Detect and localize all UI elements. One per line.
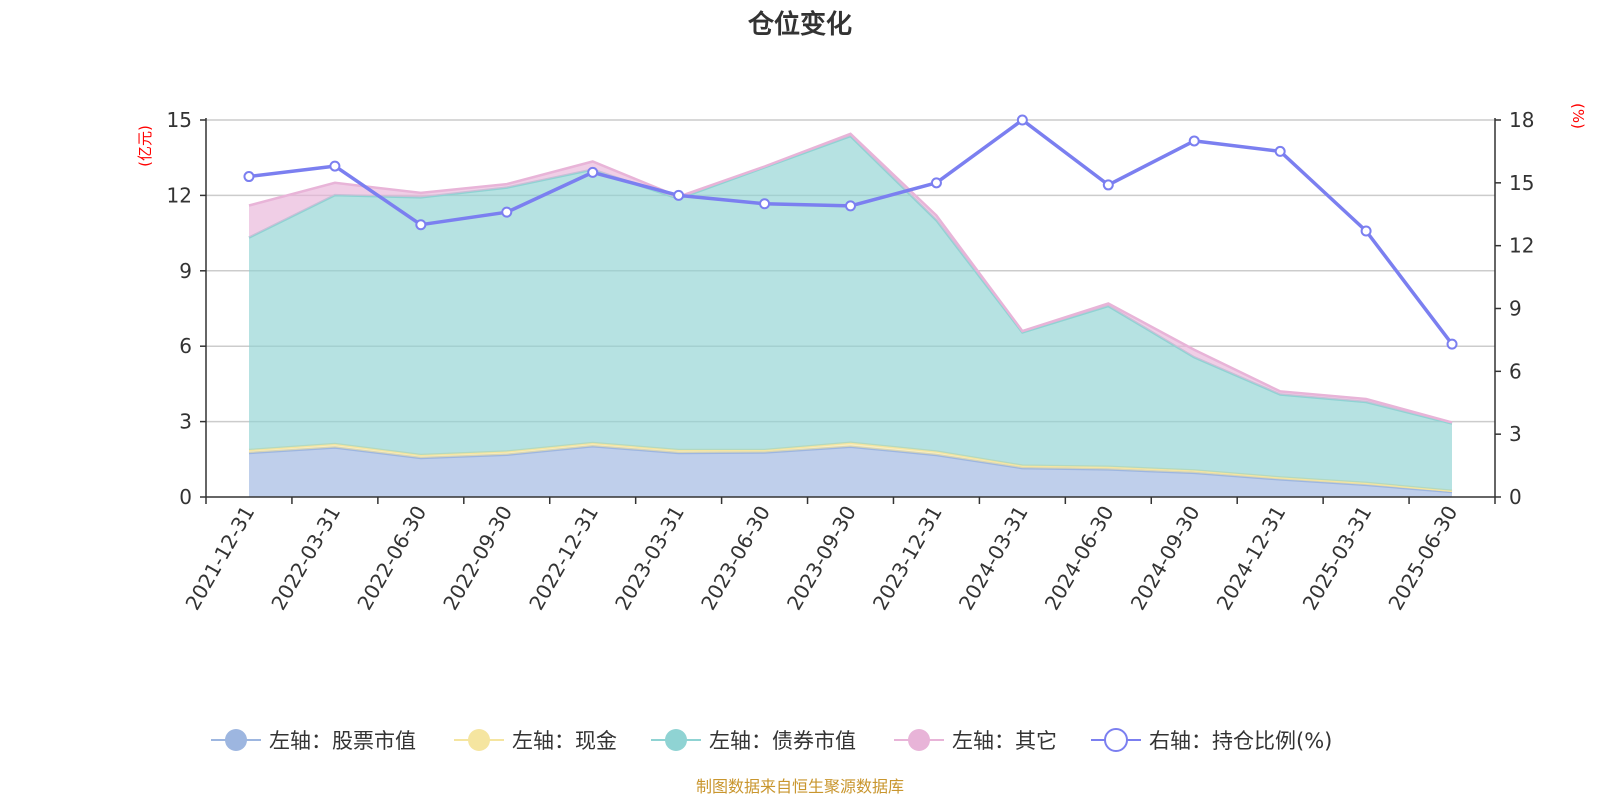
left-axis-tick-label: 15 [167,108,192,132]
right-axis-tick-label: 0 [1509,485,1522,509]
x-axis-tick-label: 2024-12-31 [1212,502,1291,615]
legend-label: 左轴：现金 [512,729,617,753]
left-axis-tick-label: 9 [179,259,192,283]
ratio-point [587,166,599,178]
legend-marker-icon [665,729,687,751]
stacked-areas [248,132,1453,497]
x-axis-tick-label: 2025-06-30 [1383,502,1462,615]
x-axis-tick-label: 2023-12-31 [868,502,947,615]
right-axis-unit: (%) [1569,103,1587,129]
right-axis-tick-label: 3 [1509,422,1522,446]
ratio-point [329,160,341,172]
left-axis-unit: (亿元) [136,125,154,167]
legend-label: 左轴：债券市值 [709,729,856,753]
x-axis-tick-label: 2024-03-31 [954,502,1033,615]
ratio-point [1360,225,1372,237]
x-axis-tick-label: 2022-03-31 [266,502,345,615]
ratio-point [673,189,685,201]
chart-title: 仓位变化 [747,9,852,40]
area-series [249,136,1452,491]
x-axis-tick-label: 2025-03-31 [1298,502,1377,615]
left-axis-tick-label: 12 [167,183,192,207]
ratio-point [243,171,255,183]
legend-label: 左轴：其它 [952,729,1057,753]
x-axis-tick-label: 2024-09-30 [1126,502,1205,615]
legend-marker-icon [468,729,490,751]
x-axis-tick-label: 2023-06-30 [696,502,775,615]
x-axis-tick-label: 2023-09-30 [782,502,861,615]
right-axis-tick-label: 6 [1509,359,1522,383]
x-axis-tick-label: 2022-06-30 [352,502,431,615]
x-axis-tick-label: 2022-09-30 [438,502,517,615]
legend-label: 右轴：持仓比例(%) [1149,729,1332,753]
right-axis-tick-label: 12 [1509,234,1534,258]
ratio-point [1102,179,1114,191]
right-axis-tick-label: 15 [1509,171,1534,195]
ratio-point [1446,338,1458,350]
ratio-point [501,206,513,218]
left-axis-tick-label: 3 [179,410,192,434]
area-series [249,446,1452,497]
ratio-point [930,177,942,189]
x-axis-tick-label: 2022-12-31 [524,502,603,615]
left-axis-tick-label: 6 [179,334,192,358]
right-axis-tick-label: 9 [1509,297,1522,321]
ratio-point [759,198,771,210]
legend-marker-icon [1104,728,1128,752]
legend: 左轴：股票市值 左轴：现金 左轴：债券市值 左轴：其它 右轴：持仓比例(%) [211,728,1332,753]
x-axis-tick-label: 2021-12-31 [180,502,259,615]
ratio-point [1188,135,1200,147]
legend-label: 左轴：股票市值 [269,729,416,753]
left-axis-tick-label: 0 [179,485,192,509]
ratio-point [845,200,856,212]
source-note: 制图数据来自恒生聚源数据库 [696,777,904,796]
ratio-point [415,219,427,231]
right-axis-tick-label: 18 [1509,108,1534,132]
legend-marker-icon [908,729,930,751]
position-ratio-line [243,114,1458,350]
ratio-point [1274,145,1286,157]
x-axis-tick-label: 2023-03-31 [610,502,689,615]
area-series-edge [248,132,1453,424]
x-axis-tick-label: 2024-06-30 [1040,502,1119,615]
ratio-point [1016,114,1028,126]
legend-marker-icon [225,729,247,751]
